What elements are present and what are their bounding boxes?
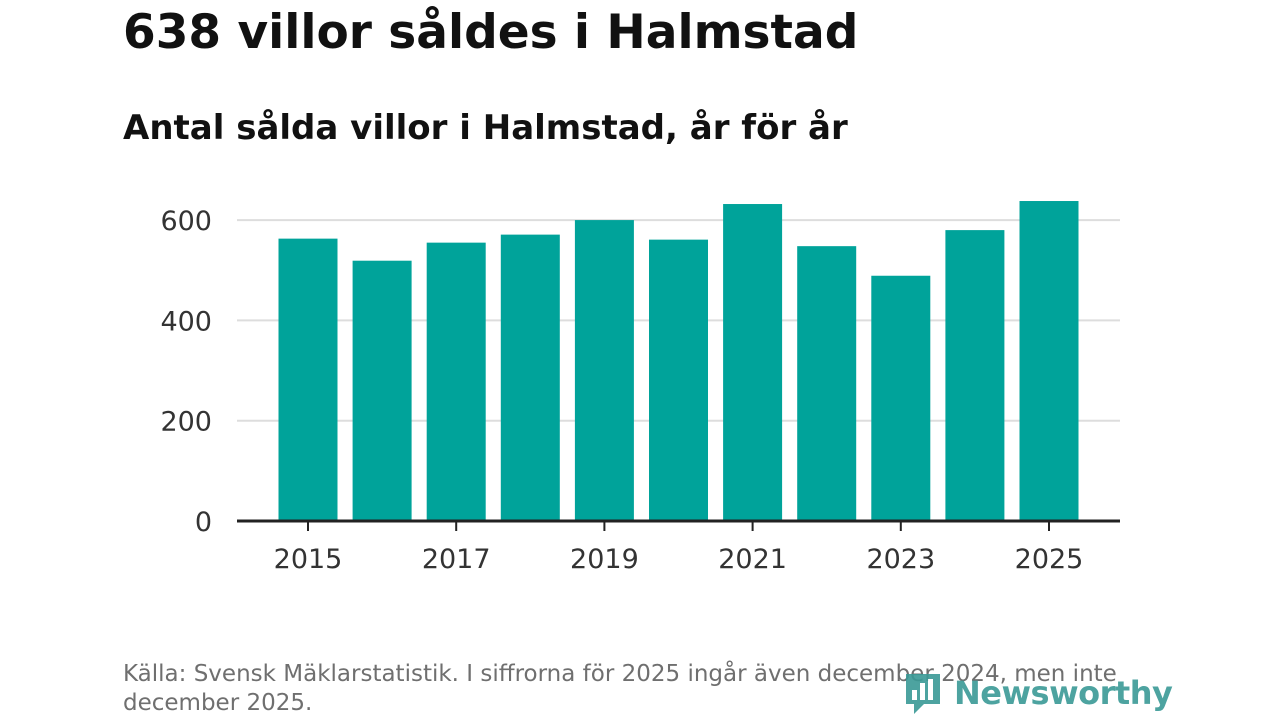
y-tick-label-0: 0 [195,507,212,538]
bar-2018 [500,234,560,522]
bar-2019 [574,220,634,522]
bar-2023 [871,275,931,521]
logo-text: Newsworthy [954,674,1173,712]
chart-subtitle: Antal sålda villor i Halmstad, år för år [123,108,848,148]
y-tick-label-400: 400 [160,306,212,337]
bar-2017 [426,242,486,521]
axes: 0 200 400 600 2015 2017 2019 2021 2023 2025 [160,206,1120,575]
y-tick-label-200: 200 [160,407,212,438]
bar-2024 [945,230,1005,521]
x-tick-label-2017: 2017 [422,544,491,575]
y-tick-label-600: 600 [160,206,212,237]
bar-2020 [649,239,708,522]
bars [278,201,1079,522]
x-tick-label-2021: 2021 [718,544,787,575]
bar-2025 [1019,201,1079,521]
x-tick-label-2023: 2023 [866,544,935,575]
bar-2022 [797,246,857,521]
bar-2021 [723,204,783,521]
newsworthy-logo-icon [906,674,940,714]
headline: 638 villor såldes i Halmstad [123,5,859,60]
source-note: Källa: Svensk Mäklarstatistik. I siffror… [123,661,1117,716]
bar-2015 [278,238,338,521]
bar-2016 [352,260,412,521]
newsworthy-logo: Newsworthy [902,668,1173,718]
x-tick-label-2019: 2019 [570,544,639,575]
x-tick-label-2025: 2025 [1015,544,1084,575]
x-tick-label-2015: 2015 [274,544,343,575]
